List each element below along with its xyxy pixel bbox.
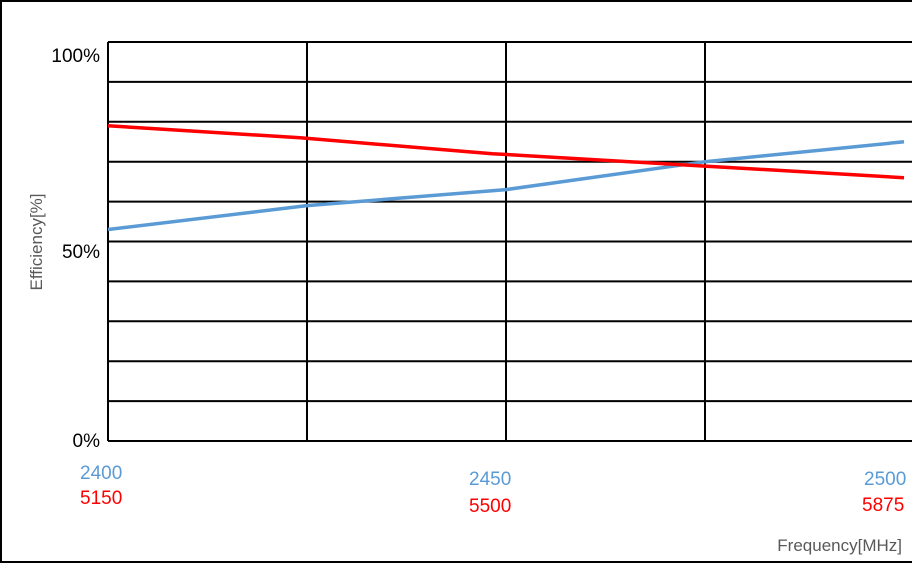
x-tick-blue-2500: 2500 xyxy=(864,469,906,490)
x-tick-blue-2400: 2400 xyxy=(80,463,122,484)
grid-layer xyxy=(107,41,912,442)
y-tick-label-0: 0% xyxy=(73,431,101,452)
y-axis-title: Efficiency[%] xyxy=(27,193,46,290)
y-tick-label-100: 100% xyxy=(51,46,100,67)
y-tick-label-50: 50% xyxy=(62,242,100,263)
series-line-blue xyxy=(107,140,905,232)
x-axis-title: Frequency[MHz] xyxy=(777,536,902,555)
series-line-red xyxy=(107,124,905,180)
x-tick-blue-2450: 2450 xyxy=(469,469,511,490)
x-tick-red-5150: 5150 xyxy=(80,488,122,509)
x-tick-red-5500: 5500 xyxy=(469,496,511,517)
x-tick-red-5875: 5875 xyxy=(862,495,904,516)
series-layer xyxy=(107,124,905,232)
